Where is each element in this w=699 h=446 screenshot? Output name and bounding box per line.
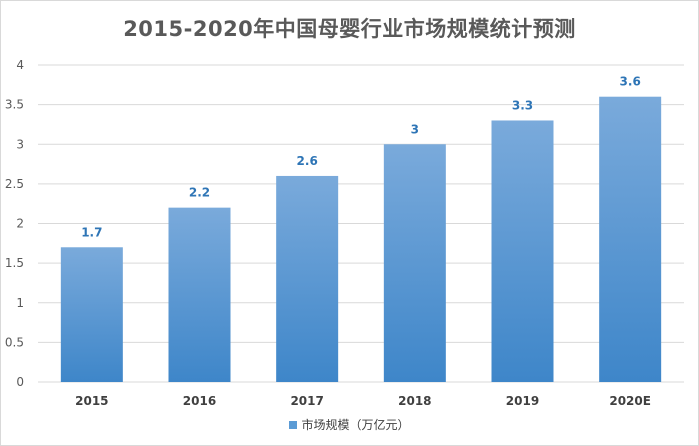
legend-label: 市场规模（万亿元） [301, 418, 410, 432]
data-label: 1.7 [81, 225, 102, 239]
x-tick-label: 2017 [290, 394, 323, 408]
x-tick-label: 2016 [183, 394, 216, 408]
data-label: 3.6 [620, 75, 641, 89]
chart-title: 2015-2020年中国母婴行业市场规模统计预测 [123, 17, 576, 41]
x-axis-tick-labels: 2015 2016 2017 2018 2019 2020E [75, 394, 651, 408]
x-tick-label: 2019 [506, 394, 539, 408]
y-tick-label: 1 [16, 296, 24, 310]
bar [599, 96, 662, 382]
y-tick-label: 0.5 [5, 335, 24, 349]
y-tick-label: 3.5 [5, 98, 24, 112]
x-tick-label: 2020E [609, 394, 651, 408]
y-tick-label: 4 [16, 58, 24, 72]
data-label: 3 [411, 122, 419, 136]
y-tick-label: 2 [16, 217, 24, 231]
data-label: 2.6 [297, 154, 318, 168]
data-labels: 1.7 2.2 2.6 3 3.3 3.6 [81, 75, 641, 240]
bar [491, 120, 554, 382]
legend: 市场规模（万亿元） [1, 416, 698, 433]
y-axis-tick-labels: 0 0.5 1 1.5 2 2.5 3 3.5 4 [5, 58, 24, 389]
bar [383, 144, 446, 382]
y-tick-label: 1.5 [5, 256, 24, 270]
data-label: 2.2 [189, 186, 210, 200]
y-tick-label: 0 [16, 375, 24, 389]
data-label: 3.3 [512, 98, 533, 112]
x-tick-label: 2018 [398, 394, 431, 408]
x-tick-label: 2015 [75, 394, 108, 408]
bar [276, 175, 339, 382]
gridlines [38, 64, 684, 383]
bars [60, 96, 662, 382]
bar [60, 247, 123, 382]
bar [168, 207, 231, 382]
y-tick-label: 2.5 [5, 177, 24, 191]
y-tick-label: 3 [16, 137, 24, 151]
legend-swatch [289, 421, 298, 429]
